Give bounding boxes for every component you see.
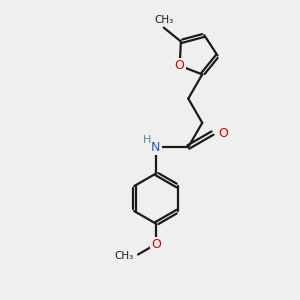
Text: O: O — [175, 59, 184, 72]
Text: H: H — [143, 135, 151, 145]
Text: CH₃: CH₃ — [114, 251, 134, 261]
Text: N: N — [151, 141, 160, 154]
Text: CH₃: CH₃ — [154, 15, 173, 25]
Text: O: O — [218, 127, 228, 140]
Text: O: O — [151, 238, 161, 251]
